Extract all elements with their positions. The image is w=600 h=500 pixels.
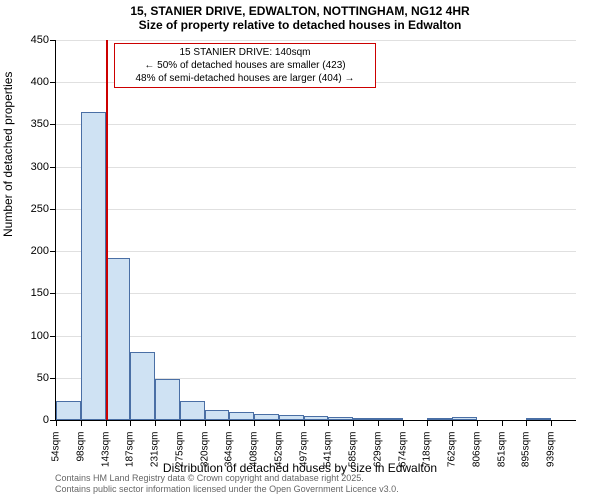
footer-line2: Contains public sector information licen… <box>55 484 399 495</box>
x-tick <box>328 420 329 426</box>
x-tick <box>353 420 354 426</box>
x-tick <box>304 420 305 426</box>
histogram-bar <box>205 410 230 420</box>
title-line1: 15, STANIER DRIVE, EDWALTON, NOTTINGHAM,… <box>0 4 600 18</box>
title-line2: Size of property relative to detached ho… <box>0 18 600 32</box>
x-tick <box>551 420 552 426</box>
x-tick <box>130 420 131 426</box>
histogram-bar <box>106 258 131 420</box>
y-tick <box>50 378 56 379</box>
x-tick <box>427 420 428 426</box>
x-tick <box>502 420 503 426</box>
y-tick <box>50 40 56 41</box>
annotation-box: 15 STANIER DRIVE: 140sqm← 50% of detache… <box>114 43 376 88</box>
gridline <box>56 251 576 252</box>
x-tick <box>155 420 156 426</box>
y-tick <box>50 209 56 210</box>
x-tick <box>452 420 453 426</box>
y-tick <box>50 293 56 294</box>
gridline <box>56 336 576 337</box>
annotation-line: 48% of semi-detached houses are larger (… <box>119 72 371 85</box>
histogram-bar <box>254 414 279 420</box>
gridline <box>56 40 576 41</box>
y-tick <box>50 82 56 83</box>
gridline <box>56 209 576 210</box>
annotation-line: 15 STANIER DRIVE: 140sqm <box>119 46 371 59</box>
x-tick <box>81 420 82 426</box>
y-axis-title: Number of detached properties <box>1 72 15 237</box>
histogram-bar <box>229 412 254 420</box>
footer: Contains HM Land Registry data © Crown c… <box>55 473 399 495</box>
histogram-bar <box>130 352 155 420</box>
plot-area: 05010015020025030035040045054sqm98sqm143… <box>55 40 576 421</box>
y-tick-label: 50 <box>19 372 49 384</box>
histogram-bar <box>180 401 205 420</box>
histogram-bar <box>452 417 477 420</box>
y-tick-label: 100 <box>19 330 49 342</box>
histogram-bar <box>279 415 304 420</box>
x-tick <box>403 420 404 426</box>
y-tick <box>50 167 56 168</box>
chart-title: 15, STANIER DRIVE, EDWALTON, NOTTINGHAM,… <box>0 0 600 32</box>
x-tick <box>279 420 280 426</box>
y-tick-label: 450 <box>19 34 49 46</box>
y-tick-label: 300 <box>19 161 49 173</box>
y-tick <box>50 251 56 252</box>
y-tick-label: 400 <box>19 76 49 88</box>
histogram-bar <box>427 418 452 420</box>
x-tick <box>229 420 230 426</box>
gridline <box>56 167 576 168</box>
histogram-bar <box>155 379 180 420</box>
histogram-bar <box>328 417 353 420</box>
gridline <box>56 124 576 125</box>
histogram-bar <box>526 418 551 420</box>
x-tick <box>526 420 527 426</box>
y-tick <box>50 336 56 337</box>
x-tick <box>254 420 255 426</box>
gridline <box>56 293 576 294</box>
chart-area: 05010015020025030035040045054sqm98sqm143… <box>55 40 575 420</box>
y-tick-label: 0 <box>19 414 49 426</box>
histogram-bar <box>304 416 329 420</box>
histogram-bar <box>378 418 403 420</box>
x-tick <box>106 420 107 426</box>
histogram-bar <box>353 418 378 420</box>
x-tick <box>180 420 181 426</box>
marker-line <box>106 40 108 420</box>
histogram-bar <box>56 401 81 420</box>
y-tick-label: 250 <box>19 203 49 215</box>
x-tick <box>56 420 57 426</box>
footer-line1: Contains HM Land Registry data © Crown c… <box>55 473 399 484</box>
annotation-line: ← 50% of detached houses are smaller (42… <box>119 59 371 72</box>
y-tick-label: 150 <box>19 287 49 299</box>
x-tick <box>378 420 379 426</box>
y-tick-label: 200 <box>19 245 49 257</box>
y-tick <box>50 124 56 125</box>
y-tick-label: 350 <box>19 118 49 130</box>
x-tick <box>477 420 478 426</box>
x-tick <box>205 420 206 426</box>
histogram-bar <box>81 112 106 420</box>
